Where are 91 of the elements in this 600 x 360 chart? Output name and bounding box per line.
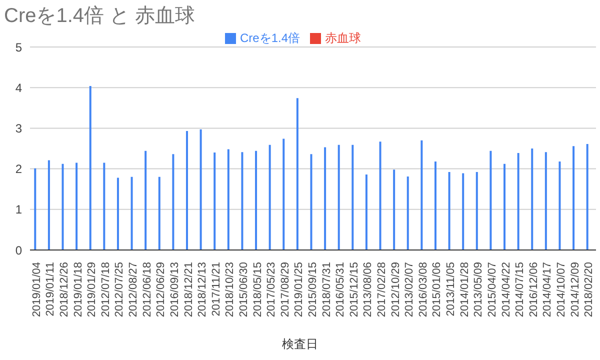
bar: [352, 144, 354, 250]
x-tick-label: 2017/05/23: [266, 262, 278, 318]
x-tick-label: 2014/01/28: [458, 262, 471, 318]
bar: [490, 150, 492, 250]
bar: [517, 152, 520, 250]
bar: [558, 161, 561, 250]
y-tick-label: 0: [15, 243, 22, 258]
bar: [34, 168, 36, 250]
x-tick-label: 2018/10/23: [224, 262, 236, 318]
chart-title: Creを1.4倍 と 赤血球: [4, 4, 196, 29]
bar: [531, 148, 534, 250]
bar: [76, 162, 78, 250]
bar: [241, 152, 244, 250]
x-tick-label: 2013/11/05: [445, 262, 458, 316]
x-tick-label: 2019/01/11: [44, 262, 57, 316]
bar: [504, 164, 506, 250]
bar: [365, 174, 368, 250]
x-tick-label: 2017/11/21: [210, 262, 222, 316]
bar: [62, 164, 64, 250]
bar: [186, 131, 188, 250]
bar: [338, 144, 340, 250]
bar: [572, 146, 575, 250]
bar: [310, 154, 312, 250]
x-tick-label: 2019/01/18: [72, 262, 84, 318]
x-tick-label: 2015/12/15: [348, 262, 360, 318]
bar: [200, 129, 202, 250]
x-tick-label: 2017/08/29: [279, 262, 292, 318]
x-tick-label: 2016/03/08: [417, 262, 430, 318]
y-tick-label: 2: [15, 162, 22, 176]
x-tick-label: 2014/12/09: [569, 262, 582, 318]
y-tick-label: 5: [15, 40, 22, 54]
x-tick-label: 2012/07/18: [100, 262, 112, 318]
bar: [130, 176, 133, 250]
bar: [434, 161, 436, 250]
x-tick-label: 2019/01/25: [293, 262, 306, 318]
bar: [89, 86, 92, 250]
bar: [172, 154, 174, 250]
x-tick-label: 2018/12/21: [182, 262, 195, 318]
bar: [462, 173, 464, 250]
bar: [544, 152, 547, 250]
y-tick-label: 4: [15, 80, 22, 95]
bar: [393, 170, 396, 250]
x-tick-label: 2018/07/31: [320, 262, 333, 318]
x-tick-label: 2018/02/20: [583, 262, 596, 318]
x-axis-title: 検査日: [281, 336, 319, 353]
bar: [296, 98, 298, 250]
bar: [214, 152, 216, 250]
x-tick-label: 2016/05/31: [334, 262, 347, 318]
bar: [282, 138, 285, 250]
x-tick-label: 2018/05/15: [252, 262, 264, 318]
x-tick-label: 2019/01/04: [30, 262, 43, 318]
bar: [476, 172, 478, 250]
y-tick-label: 3: [15, 121, 22, 136]
x-tick-label: 2012/07/25: [114, 262, 126, 318]
bar: [586, 144, 588, 250]
x-tick-label: 2015/04/07: [486, 262, 498, 318]
x-tick-label: 2013/08/06: [362, 262, 374, 318]
legend-label: 赤血球: [325, 31, 362, 45]
x-tick-label: 2014/10/07: [555, 262, 568, 318]
x-tick-label: 2012/10/29: [390, 262, 402, 318]
y-tick-label: 1: [15, 202, 22, 217]
bar: [406, 176, 409, 250]
bar: [158, 176, 160, 250]
x-tick-label: 2016/09/13: [168, 262, 181, 318]
x-tick-label: 2013/05/09: [472, 262, 485, 318]
bar: [48, 160, 50, 250]
x-tick-label: 2014/04/17: [542, 262, 554, 318]
legend-label: Creを1.4倍: [240, 31, 300, 45]
x-tick-label: 2012/06/29: [155, 262, 168, 318]
bar: [116, 178, 119, 250]
x-tick-label: 2017/02/28: [376, 262, 388, 318]
x-tick-label: 2018/12/13: [196, 262, 209, 318]
bar: [103, 162, 106, 250]
bar: [448, 172, 450, 250]
x-tick-label: 2014/04/22: [500, 262, 512, 318]
x-tick-label: 2014/07/15: [514, 262, 526, 318]
bar: [420, 140, 423, 250]
x-tick-label: 2015/06/30: [238, 262, 250, 318]
x-tick-label: 2018/12/26: [58, 262, 71, 318]
x-tick-label: 2012/08/27: [128, 262, 140, 318]
bar: [227, 149, 230, 250]
x-tick-label: 2019/01/29: [86, 262, 98, 318]
bar: [379, 142, 382, 250]
bar: [144, 150, 147, 250]
x-tick-label: 2016/12/06: [528, 262, 540, 318]
x-tick-label: 2015/01/06: [431, 262, 444, 318]
x-tick-label: 2015/09/15: [307, 262, 319, 318]
bar: [324, 147, 326, 250]
x-tick-label: 2013/02/07: [404, 262, 416, 318]
x-tick-label: 2012/06/18: [141, 262, 154, 318]
bar: [268, 144, 271, 250]
